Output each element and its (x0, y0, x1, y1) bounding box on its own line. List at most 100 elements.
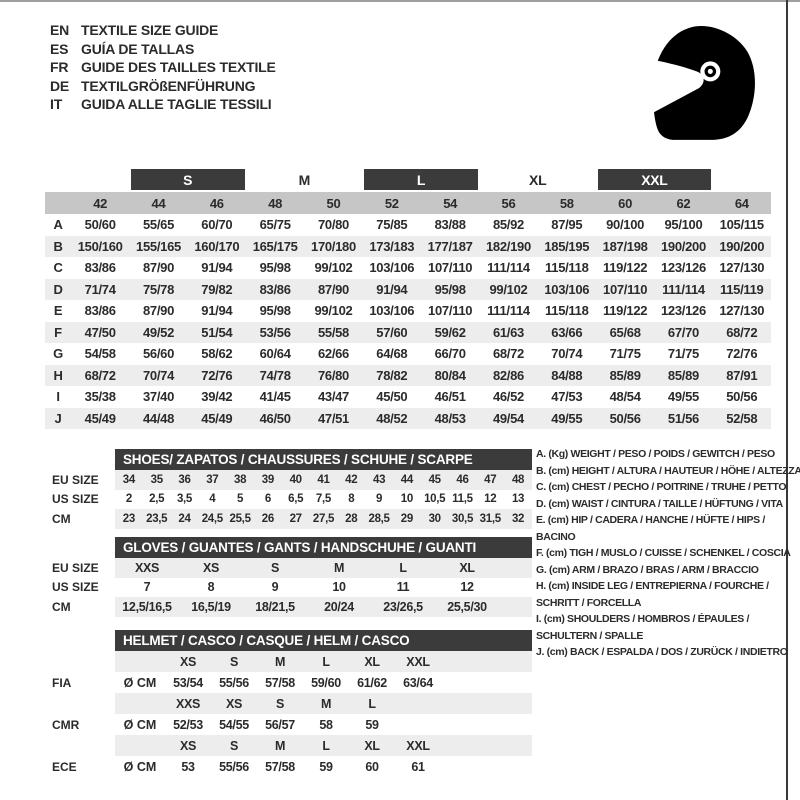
value-cell: 45 (428, 473, 442, 486)
value-cell: 59 (365, 717, 379, 732)
size-value-cell: 105/115 (719, 217, 764, 233)
language-title: GUÍA DE TALLAS (81, 40, 195, 57)
legend-item: I. (cm) SHOULDERS / HOMBROS / ÉPAULES / … (536, 613, 750, 642)
shoes-table: SHOES/ ZAPATOS / CHAUSSURES / SCHUHE / S… (40, 449, 532, 529)
size-value-cell: 68/72 (84, 367, 116, 383)
size-value-cell: 50/56 (609, 410, 641, 426)
size-value-cell: 37/40 (142, 389, 175, 405)
value-cell: 12 (460, 580, 474, 595)
value-cell: 27,5 (312, 512, 335, 525)
shoes-table-body: EU SIZE 34 35 36 37 38 39 40 41 42 43 44 45 46 47 48 US … (40, 470, 532, 529)
value-cell: 57/58 (265, 675, 295, 690)
value-cell: 43 (372, 473, 386, 486)
value-cell: 13 (511, 493, 525, 506)
row-values: Ø CM 53 55/56 57/58 59 60 61 (115, 756, 532, 777)
size-row: US SIZE 2 2,5 3,5 4 5 6 6,5 7,5 8 9 10 10,5 11,5 12 13 (40, 490, 532, 510)
table-row: G 54/58 56/60 58/62 60/64 62/66 64/68 66/70 68/7… (45, 343, 771, 365)
value-cell: 48 (511, 473, 525, 486)
value-cell: 7 (143, 580, 151, 595)
size-value-cell: 68/72 (492, 346, 524, 362)
row-sizes: XXS XS S M L (115, 693, 532, 714)
value-cell: 55/56 (219, 759, 249, 774)
size-value-cell: 49/52 (142, 324, 175, 340)
language-code: DE (50, 77, 70, 94)
value-cell: 53 (181, 759, 195, 774)
size-number: 44 (151, 195, 166, 211)
value-cell: 56/57 (265, 717, 295, 732)
helmet-size-row: XS S M L XL XXL (40, 651, 532, 672)
language-code: EN (50, 22, 70, 38)
size-number: 50 (326, 195, 341, 211)
size-group-spacer (714, 168, 771, 192)
value-cell: M (333, 560, 345, 575)
size-value-cell: 47/53 (551, 389, 583, 405)
size-value-cell: 95/98 (259, 260, 291, 276)
size-value-cell: 83/86 (84, 303, 116, 319)
right-border-line (786, 0, 788, 800)
size-group-l: L (364, 169, 478, 190)
value-cell: 30 (428, 512, 442, 525)
row-sizes: XS S M L XL XXL (115, 735, 532, 756)
row-label (40, 735, 115, 756)
row-values: XXS XS S M L XL (115, 558, 532, 578)
language-title-list: EN TEXTILE SIZE GUIDE ES GUÍA DE TALLAS FR GU… (50, 21, 276, 114)
size-value-cell: 45/49 (84, 410, 116, 426)
size-value-cell: 62/66 (317, 346, 349, 362)
row-label: CM (52, 511, 71, 526)
size-value-cell: 68/72 (726, 324, 758, 340)
size-value-cell: 43/47 (317, 389, 349, 405)
size-value-cell: 44/48 (142, 410, 175, 426)
value-cell: 6 (264, 493, 271, 506)
size-value-cell: 71/74 (84, 281, 116, 297)
size-label-cell: S (229, 654, 239, 669)
size-value-cell: 91/94 (201, 260, 233, 276)
size-value-cell: 87/90 (142, 303, 175, 319)
size-label-cell: L (368, 696, 376, 711)
legend-item: C. (cm) CHEST / PECHO / POITRINE / TRUHE… (536, 481, 787, 493)
helmet-size-row: XXS XS S M L (40, 693, 532, 714)
unit-label: Ø CM (123, 759, 157, 774)
row-label: CMR (52, 717, 80, 732)
size-value-cell: 115/118 (545, 260, 589, 276)
size-value-cell: 49/54 (492, 410, 524, 426)
size-value-cell: 50/56 (726, 389, 758, 405)
value-cell: 28 (345, 512, 358, 525)
size-label-cell: XL (364, 738, 380, 753)
top-border-line (0, 0, 800, 2)
value-cell: 52/53 (173, 717, 203, 732)
size-value-cell: 61/63 (492, 324, 524, 340)
row-values: 2 2,5 3,5 4 5 6 6,5 7,5 8 9 10 10,5 11,5 12 13 (115, 490, 532, 510)
value-cell: 10 (400, 493, 414, 506)
value-cell: 8 (207, 580, 215, 595)
textile-table-body: A 50/60 55/65 60/70 65/75 70/80 75/85 83/88 85/9… (45, 214, 771, 429)
value-cell: XXS (134, 560, 160, 575)
size-label-cell: XXL (406, 654, 430, 669)
value-cell: XS (202, 560, 220, 575)
row-sizes: XS S M L XL XXL (115, 651, 532, 672)
shoes-table-title: SHOES/ ZAPATOS / CHAUSSURES / SCHUHE / S… (115, 449, 532, 470)
value-cell: 46 (456, 473, 469, 486)
value-cell: 16,5/19 (191, 599, 231, 614)
size-value-cell: 95/98 (259, 303, 291, 319)
size-label-cell: XXL (406, 738, 430, 753)
size-group-xxl: XXL (597, 169, 712, 190)
size-value-cell: 48/53 (434, 410, 466, 426)
row-label: US SIZE (52, 492, 99, 507)
value-cell: 34 (122, 473, 136, 486)
size-number: 58 (559, 195, 574, 211)
size-label-cell: XS (179, 738, 197, 753)
language-row: FR GUIDE DES TAILLES TEXTILE (50, 58, 276, 77)
helmet-value-row: ECE Ø CM 53 55/56 57/58 59 60 61 (40, 756, 532, 777)
value-cell: 55/56 (219, 675, 249, 690)
row-values: 23 23,5 24 24,5 25,5 26 27 27,5 28 28,5 29 30 30,5 31… (115, 509, 532, 529)
size-value-cell: 45/50 (376, 389, 408, 405)
size-value-cell: 80/84 (434, 367, 466, 383)
size-value-cell: 51/54 (201, 324, 233, 340)
size-group-m: M (298, 172, 311, 188)
size-value-cell: 83/86 (259, 281, 291, 297)
textile-size-table: S M L XL XXL 42 44 46 48 50 52 54 56 58 60 62 64 A 50/60… (45, 168, 771, 429)
size-value-cell: 82/86 (492, 367, 524, 383)
value-cell: XL (459, 560, 475, 575)
size-value-cell: 111/114 (487, 260, 530, 276)
